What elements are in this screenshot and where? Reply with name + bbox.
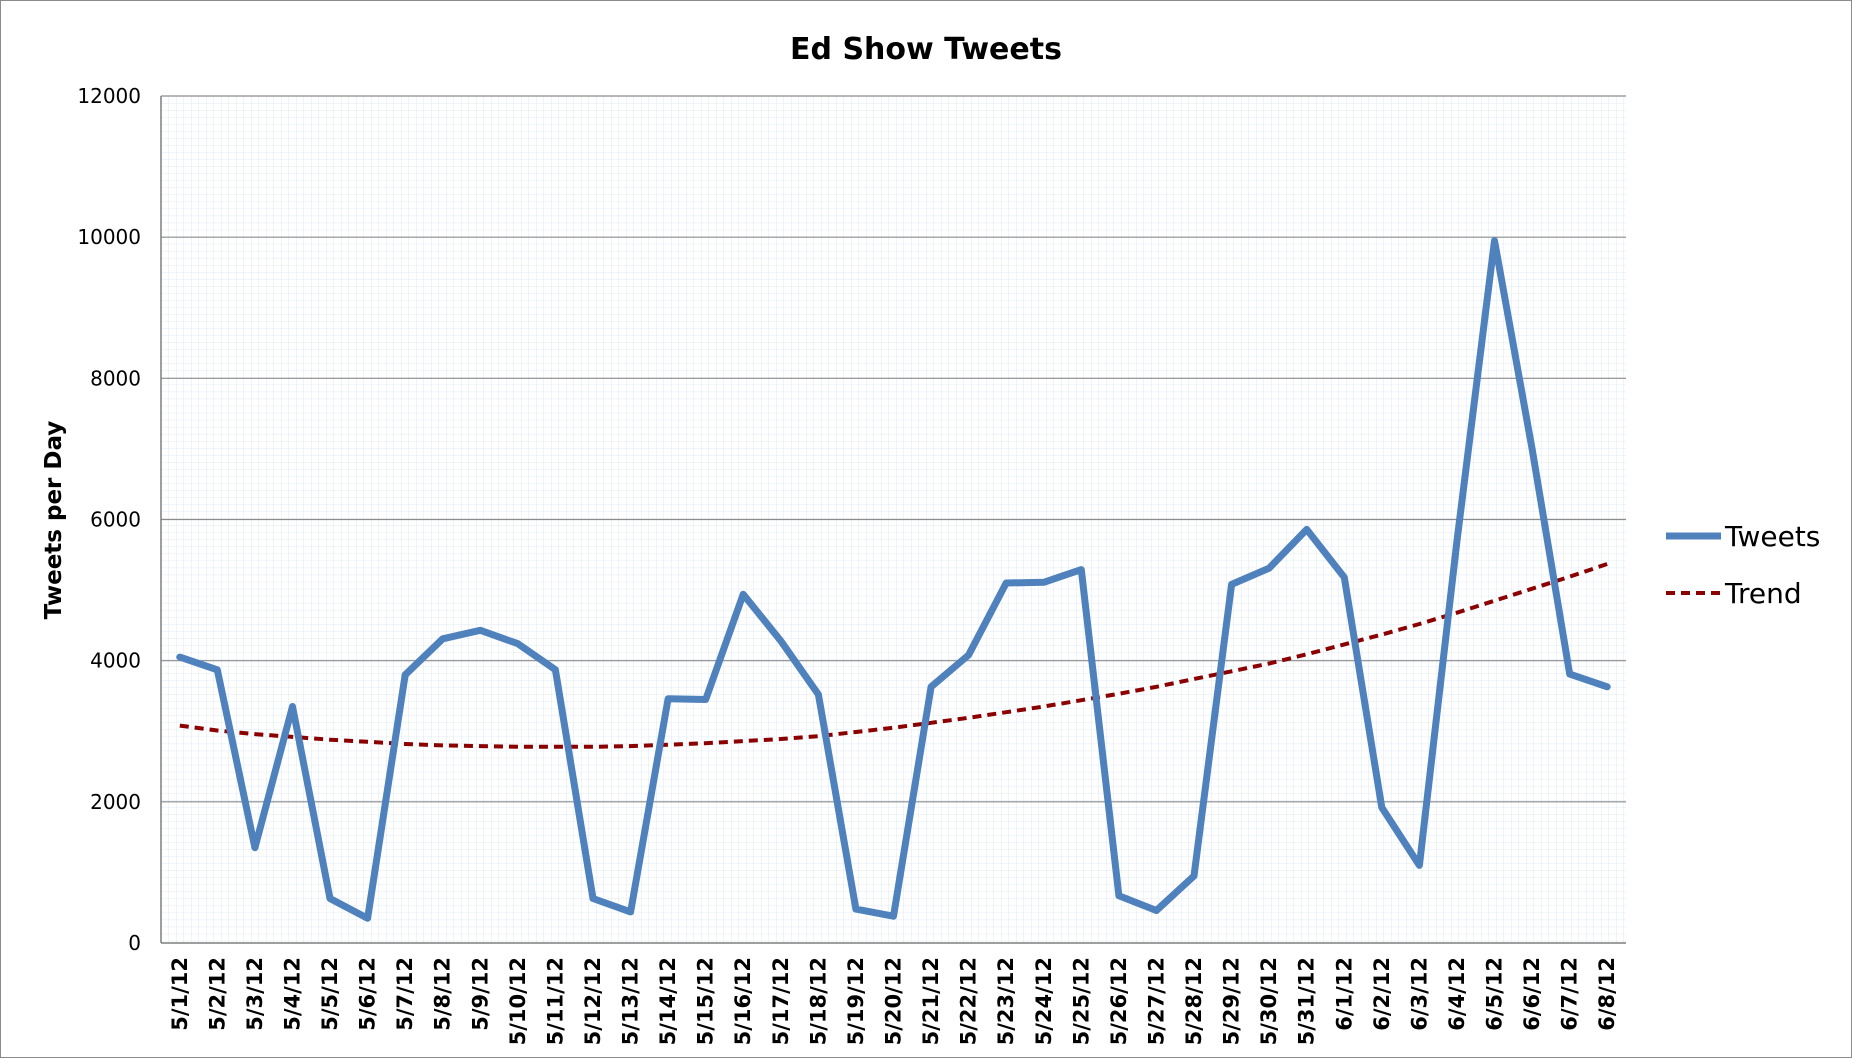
- x-tick-label: 5/20/12: [882, 957, 906, 1045]
- major-gridlines: [160, 95, 1626, 944]
- x-tick-label: 5/30/12: [1257, 957, 1281, 1045]
- x-tick-label: 5/6/12: [356, 957, 380, 1031]
- x-tick-label: 5/13/12: [619, 957, 643, 1045]
- series-line-tweets: [176, 237, 1611, 922]
- x-tick-label: 5/7/12: [393, 957, 417, 1031]
- x-tick-label: 5/25/12: [1069, 957, 1093, 1045]
- x-tick-label: 5/29/12: [1220, 957, 1244, 1045]
- legend: Tweets Trend: [1666, 520, 1820, 610]
- x-tick-label: 5/21/12: [919, 957, 943, 1045]
- x-tick-label: 6/6/12: [1520, 957, 1544, 1031]
- x-tick-label: 5/5/12: [318, 957, 342, 1031]
- x-tick-label: 5/12/12: [581, 957, 605, 1045]
- y-tick-label: 10000: [77, 225, 141, 249]
- x-tick-label: 5/8/12: [431, 957, 455, 1031]
- x-tick-label: 6/2/12: [1370, 957, 1394, 1031]
- x-tick-label: 5/2/12: [205, 957, 229, 1031]
- x-axis-ticks: 5/1/12 5/2/12 5/3/12 5/4/12 5/5/12 5/6/12 5/7/…: [168, 957, 1619, 1045]
- x-tick-label: 6/5/12: [1483, 957, 1507, 1031]
- x-tick-label: 5/28/12: [1182, 957, 1206, 1045]
- x-tick-label: 5/27/12: [1144, 957, 1168, 1045]
- y-tick-label: 6000: [90, 508, 141, 532]
- legend-label-tweets: Tweets: [1724, 520, 1820, 553]
- x-tick-label: 5/26/12: [1107, 957, 1131, 1045]
- x-tick-label: 5/31/12: [1295, 957, 1319, 1045]
- x-tick-label: 5/19/12: [844, 957, 868, 1045]
- x-tick-label: 5/10/12: [506, 957, 530, 1045]
- x-tick-label: 5/22/12: [957, 957, 981, 1045]
- x-tick-label: 5/24/12: [1032, 957, 1056, 1045]
- y-tick-label: 4000: [90, 649, 141, 673]
- y-tick-label: 12000: [77, 84, 141, 108]
- x-tick-label: 5/17/12: [769, 957, 793, 1045]
- y-tick-label: 2000: [90, 790, 141, 814]
- x-tick-label: 6/8/12: [1595, 957, 1619, 1031]
- y-axis-ticks: 0 2000 4000 6000 8000 10000 12000: [77, 84, 141, 955]
- legend-label-trend: Trend: [1724, 577, 1802, 610]
- x-tick-label: 5/15/12: [694, 957, 718, 1045]
- chart-title: Ed Show Tweets: [790, 32, 1062, 67]
- x-tick-label: 5/16/12: [731, 957, 755, 1045]
- x-tick-label: 5/3/12: [243, 957, 267, 1031]
- x-tick-label: 6/1/12: [1332, 957, 1356, 1031]
- x-tick-label: 5/18/12: [806, 957, 830, 1045]
- x-tick-label: 5/23/12: [994, 957, 1018, 1045]
- y-axis-label: Tweets per Day: [41, 421, 67, 620]
- x-tick-label: 5/11/12: [543, 957, 567, 1045]
- series-layer: [176, 237, 1611, 922]
- x-tick-label: 5/4/12: [280, 957, 304, 1031]
- x-tick-label: 6/3/12: [1407, 957, 1431, 1031]
- x-tick-label: 6/4/12: [1445, 957, 1469, 1031]
- y-tick-label: 8000: [90, 366, 141, 390]
- x-tick-label: 5/14/12: [656, 957, 680, 1045]
- y-tick-label: 0: [128, 931, 141, 955]
- x-tick-label: 5/9/12: [468, 957, 492, 1031]
- x-tick-label: 6/7/12: [1558, 957, 1582, 1031]
- x-tick-label: 5/1/12: [168, 957, 192, 1031]
